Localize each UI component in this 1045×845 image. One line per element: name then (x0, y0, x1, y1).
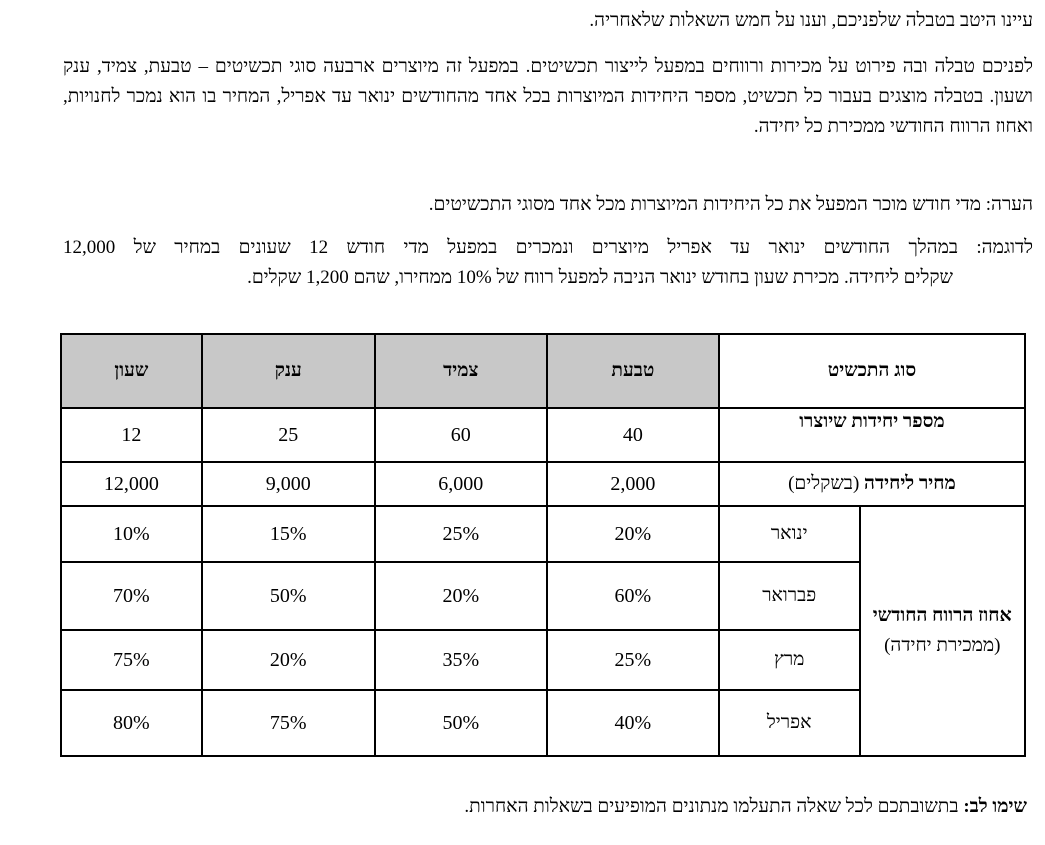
table-row: מרץ 25% 35% 20% 75% (60, 629, 1025, 691)
example-line-2: שקלים ליחידה. מכירת שעון בחודש ינואר הני… (247, 267, 953, 288)
profit-value-cell: 40% (545, 689, 720, 757)
profit-value-cell: 15% (200, 505, 376, 563)
month-label: פברואר (717, 561, 861, 631)
profit-value-cell: 25% (373, 505, 548, 563)
price-cell: 9,000 (200, 461, 376, 507)
profit-value-cell: 20% (373, 561, 548, 631)
table-row: פברואר 60% 20% 50% 70% (60, 561, 1025, 631)
table-row: אפריל 40% 50% 75% 80% (60, 689, 1025, 757)
table-row: מספר יחידות שיוצרו 40 60 25 12 (60, 407, 1027, 463)
price-label-unit: (בשקלים) (788, 473, 860, 494)
profit-value-cell: 20% (200, 629, 376, 691)
profit-value-cell: 75% (200, 689, 376, 757)
example-line-1: לדוגמה: במהלך החודשים ינואר עד אפריל מיו… (63, 237, 1033, 258)
units-label: מספר יחידות שיוצרו (717, 407, 1027, 463)
month-label: ינואר (717, 505, 861, 563)
profit-value-cell: 20% (545, 505, 720, 563)
units-cell: 60 (373, 407, 548, 463)
footer-note: שימו לב: בתשובתכם לכל שאלה התעלמו מנתוני… (464, 793, 1027, 821)
header-type-cell: סוג התכשיט (717, 333, 1027, 409)
profit-value-cell: 50% (373, 689, 548, 757)
profit-value-cell: 35% (373, 629, 548, 691)
table-row: אחוז הרווח החודשי (ממכירת יחידה) ינואר 2… (60, 505, 1027, 757)
price-cell: 6,000 (373, 461, 548, 507)
header-col-1: צמיד (373, 333, 548, 409)
header-col-2: ענק (200, 333, 376, 409)
month-label: אפריל (717, 689, 861, 757)
profit-value-cell: 75% (60, 629, 203, 691)
description-paragraph: לפניכם טבלה ובה פירוט על מכירות ורווחים … (63, 56, 1033, 137)
intro-paragraph: עיינו היטב בטבלה שלפניכם, וענו על חמש הש… (589, 10, 1033, 31)
profit-label-sub: (ממכירת יחידה) (884, 635, 1001, 656)
price-label-bold: מחיר ליחידה (864, 473, 956, 494)
price-cell: 2,000 (545, 461, 720, 507)
jewelry-data-table: סוג התכשיט טבעת צמיד ענק שעון מספר יחידו… (60, 333, 1027, 757)
example-paragraph: לדוגמה: במהלך החודשים ינואר עד אפריל מיו… (63, 233, 1033, 293)
note-paragraph: הערה: מדי חודש מוכר המפעל את כל היחידות … (428, 194, 1033, 215)
footer-note-label: שימו לב: (963, 796, 1027, 817)
profit-value-cell: 10% (60, 505, 203, 563)
header-col-3: שעון (60, 333, 203, 409)
profit-value-cell: 60% (545, 561, 720, 631)
units-cell: 25 (200, 407, 376, 463)
profit-value-cell: 50% (200, 561, 376, 631)
table-row: מחיר ליחידה (בשקלים) 2,000 6,000 9,000 1… (60, 461, 1027, 507)
profit-value-cell: 25% (545, 629, 720, 691)
units-cell: 40 (545, 407, 720, 463)
header-col-0: טבעת (545, 333, 720, 409)
footer-note-text: בתשובתכם לכל שאלה התעלמו מנתונים המופיעי… (464, 796, 964, 817)
profit-label-bold: אחוז הרווח החודשי (872, 605, 1012, 626)
month-label: מרץ (717, 629, 861, 691)
price-label: מחיר ליחידה (בשקלים) (717, 461, 1027, 507)
profit-value-cell: 80% (60, 689, 203, 757)
price-cell: 12,000 (60, 461, 203, 507)
table-header-row: סוג התכשיט טבעת צמיד ענק שעון (60, 333, 1027, 409)
profit-label: אחוז הרווח החודשי (ממכירת יחידה) (858, 505, 1027, 757)
units-cell: 12 (60, 407, 203, 463)
profit-value-cell: 70% (60, 561, 203, 631)
